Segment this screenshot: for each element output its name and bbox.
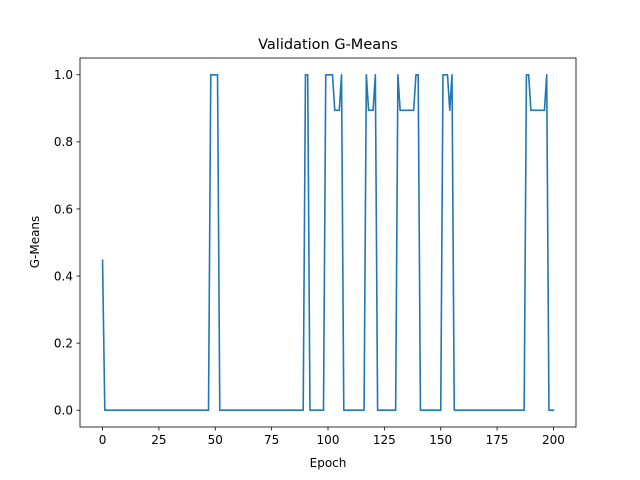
y-tick-label: 1.0	[54, 68, 73, 82]
axes-frame	[79, 57, 577, 428]
x-axis-label: Epoch	[310, 456, 347, 470]
x-tick-label: 100	[317, 433, 340, 447]
y-tick-label: 0.6	[54, 202, 73, 216]
x-tick-label: 150	[429, 433, 452, 447]
y-tick-label: 0.0	[54, 404, 73, 418]
chart-title: Validation G-Means	[258, 37, 398, 53]
series-line-0	[101, 73, 555, 412]
x-tick-label: 50	[208, 433, 223, 447]
x-tick-label: 175	[486, 433, 509, 447]
y-tick-label: 0.8	[54, 135, 73, 149]
x-tick-label: 0	[99, 433, 107, 447]
y-axis-label: G-Means	[28, 216, 42, 269]
x-tick-label: 25	[151, 433, 166, 447]
x-tick-label: 200	[542, 433, 565, 447]
y-tick-label: 0.2	[54, 336, 73, 350]
y-tick-label: 0.4	[54, 269, 73, 283]
x-tick-label: 75	[264, 433, 279, 447]
x-tick-label: 125	[373, 433, 396, 447]
